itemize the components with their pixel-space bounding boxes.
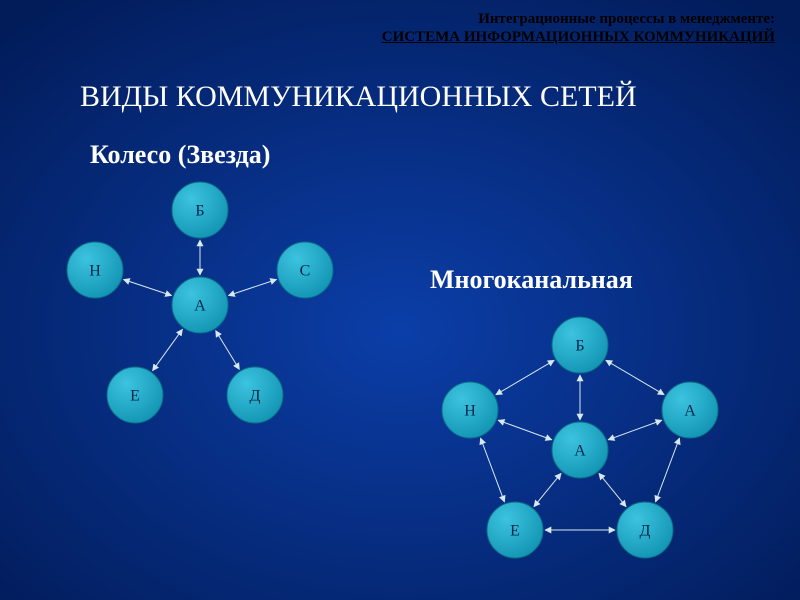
main-title: ВИДЫ КОММУНИКАЦИОННЫХ СЕТЕЙ — [80, 80, 637, 114]
node-label: Д — [250, 388, 261, 405]
network-node: Б — [172, 182, 228, 238]
network-node: Н — [67, 242, 123, 298]
network-node: А — [172, 277, 228, 333]
node-label: Н — [89, 263, 101, 280]
network-edge — [534, 473, 561, 506]
network-edge — [599, 473, 626, 506]
node-label: А — [574, 443, 586, 460]
network-node: Е — [107, 367, 163, 423]
wheel-diagram-title: Колесо (Звезда) — [90, 140, 270, 170]
network-node: С — [277, 242, 333, 298]
network-edge — [481, 438, 505, 502]
network-edge — [496, 360, 554, 394]
network-edge — [656, 438, 680, 502]
network-edge — [123, 279, 171, 295]
node-label: Д — [640, 523, 651, 540]
node-label: Н — [464, 403, 476, 420]
node-label: Б — [575, 338, 584, 355]
network-edge — [498, 420, 552, 439]
node-label: А — [684, 403, 696, 420]
network-node: Е — [487, 502, 543, 558]
node-label: Б — [195, 203, 204, 220]
network-edge — [608, 420, 662, 439]
multichannel-diagram: А Б А Д Е Н — [420, 305, 740, 565]
node-label: Е — [130, 388, 140, 405]
network-node: Д — [227, 367, 283, 423]
network-node: Н — [442, 382, 498, 438]
network-edge — [606, 360, 664, 394]
network-node: Д — [617, 502, 673, 558]
network-node: А — [662, 382, 718, 438]
network-edge — [228, 279, 276, 295]
wheel-diagram: А Б С Д Е Н — [40, 170, 360, 440]
header-line-2: СИСТЕМА ИНФОРМАЦИОННЫХ КОММУНИКАЦИЙ — [382, 28, 775, 46]
network-edge — [153, 329, 183, 370]
network-node: А — [552, 422, 608, 478]
header-line-1: Интеграционные процессы в менеджменте: — [382, 10, 775, 28]
node-label: Е — [510, 523, 520, 540]
network-node: Б — [552, 317, 608, 373]
node-label: С — [300, 263, 311, 280]
multichannel-diagram-title: Многоканальная — [430, 265, 633, 295]
slide-header: Интеграционные процессы в менеджменте: С… — [382, 10, 775, 46]
network-edge — [216, 331, 240, 370]
node-label: А — [194, 298, 206, 315]
slide-stage: Интеграционные процессы в менеджменте: С… — [0, 0, 800, 600]
